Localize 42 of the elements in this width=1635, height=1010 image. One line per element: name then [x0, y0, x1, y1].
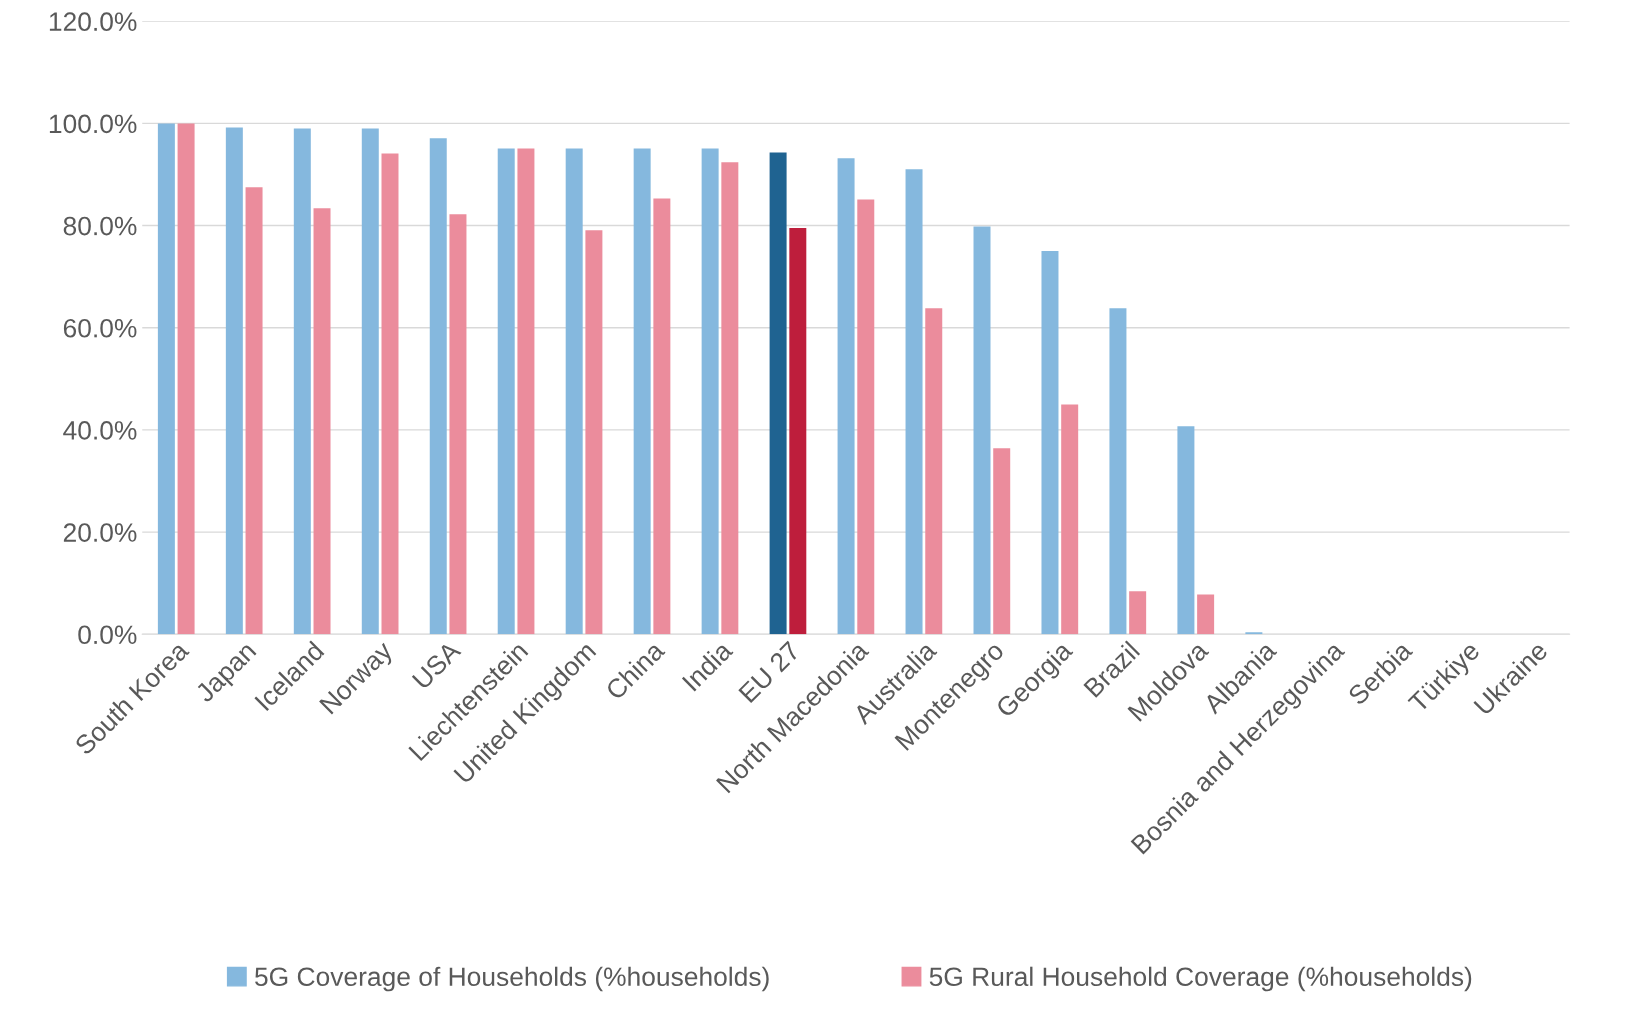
bar [157, 123, 175, 635]
bar [381, 153, 399, 635]
y-tick-label: 60.0% [63, 318, 137, 338]
bar [769, 152, 787, 635]
bar [497, 148, 515, 635]
bar [1197, 594, 1215, 635]
bar [585, 230, 603, 635]
bar [1041, 251, 1059, 635]
bar [517, 148, 535, 635]
bar [293, 128, 311, 635]
bar [905, 169, 923, 635]
bar [1061, 404, 1079, 635]
bar [721, 162, 739, 635]
legend-label: 5G Coverage of Households (%households) [255, 966, 769, 992]
bar [993, 448, 1011, 635]
y-tick-label: 80.0% [63, 216, 137, 236]
bar [1177, 426, 1195, 635]
bar [1129, 591, 1147, 635]
bar [225, 127, 243, 635]
bar [1245, 632, 1263, 635]
bar [789, 228, 807, 635]
bar [1109, 308, 1127, 635]
bar [837, 158, 855, 635]
bar [177, 123, 195, 635]
y-tick-label: 20.0% [63, 523, 137, 542]
bar [245, 187, 263, 635]
y-tick-label: 40.0% [63, 421, 137, 440]
bar [633, 148, 651, 635]
bar [361, 128, 379, 635]
legend-label: 5G Rural Household Coverage (%households) [929, 966, 1472, 992]
y-tick-label: 0.0% [78, 625, 137, 645]
bar [973, 226, 991, 635]
bar [313, 208, 331, 635]
bar [925, 308, 943, 635]
bar [449, 214, 467, 635]
y-tick-label: 100.0% [49, 114, 137, 134]
bar [857, 199, 875, 635]
bar [565, 148, 583, 635]
bar [701, 148, 719, 635]
bar [653, 198, 671, 635]
y-tick-label: 120.0% [49, 12, 137, 32]
bar [429, 138, 447, 635]
